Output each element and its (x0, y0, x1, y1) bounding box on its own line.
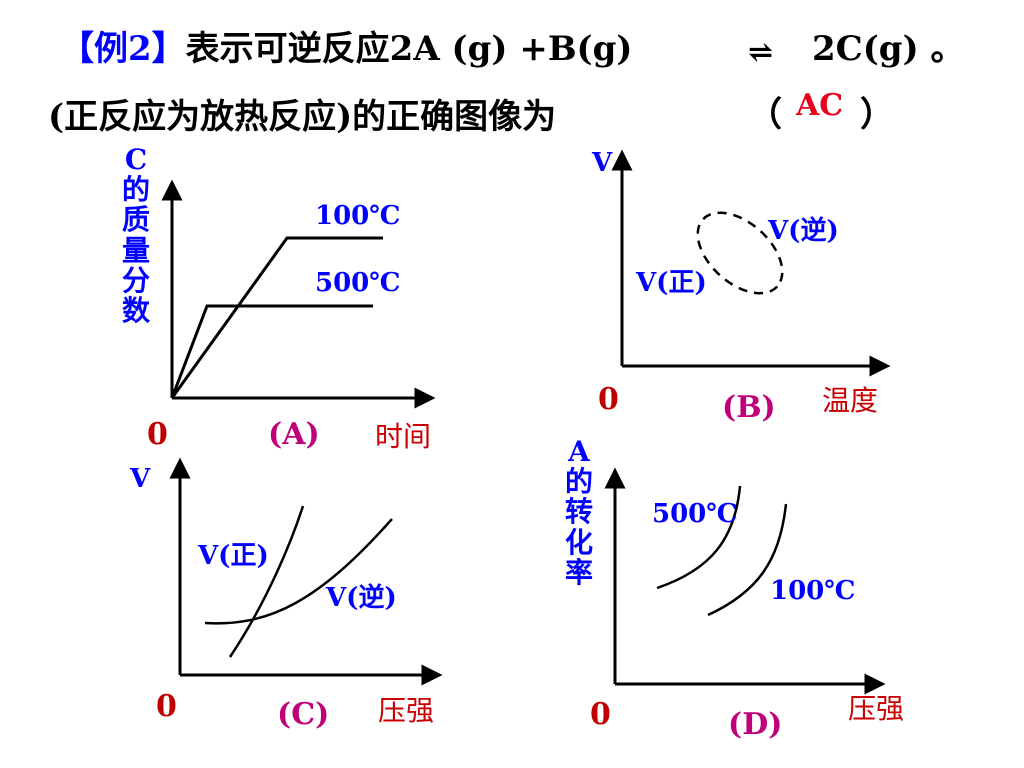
graph-b-dashed-ellipse (696, 211, 784, 295)
graph-c-series-v-reverse: V(逆) (326, 583, 397, 613)
graph-d-y-axis-label: A的转化率 (564, 435, 593, 589)
graph-c-y-axis-label: V (130, 464, 151, 494)
graph-d-x-axis-label: 压强 (848, 692, 905, 725)
graph-a-curve-100c (170, 236, 383, 399)
question-line-2: (正反应为放热反应)的正确图像为 (48, 97, 557, 137)
graph-a-panel-label: (A) (268, 417, 320, 452)
graph-c-origin: 0 (156, 689, 177, 724)
graph-c-curve-v-forward (228, 505, 305, 658)
graph-d-origin: 0 (590, 697, 611, 732)
graph-b-series-v-reverse: V(逆) (768, 216, 839, 246)
graph-b-x-axis-label: 温度 (822, 384, 879, 417)
graph-d-series-100c: 100℃ (770, 576, 856, 606)
question-line-1: 【例2】表示可逆反应2A (g) +B(g) (60, 32, 633, 66)
graph-b-panel-label: (B) (722, 390, 776, 425)
graph-d-panel-label: (D) (728, 707, 783, 742)
graph-b-series-v-forward: V(正) (636, 268, 707, 298)
graph-d (604, 467, 886, 695)
graph-a-y-axis-label: C的质量分数 (121, 143, 150, 328)
graph-c (169, 457, 443, 686)
paren-open: （ (748, 95, 782, 135)
answer-text: AC (796, 88, 844, 123)
graph-a-series-100c: 100℃ (315, 201, 401, 231)
reaction-text: 表示可逆反应2A (g) +B(g) (185, 29, 633, 69)
paren-close: ） (860, 95, 894, 135)
graph-c-curve-v-reverse (204, 518, 393, 625)
graph-d-series-500c: 500℃ (652, 499, 738, 529)
graph-a-series-500c: 500℃ (315, 268, 401, 298)
graph-a (161, 179, 436, 409)
graph-c-x-axis-label: 压强 (378, 694, 435, 727)
graph-a-origin: 0 (147, 417, 168, 452)
equilibrium-arrow-icon: ⇌ (748, 35, 774, 70)
graph-c-series-v-forward: V(正) (198, 541, 269, 571)
graph-d-curve-100c (707, 503, 788, 617)
graph-b (611, 149, 891, 377)
reaction-product-text: 2C(g) 。 (812, 29, 965, 69)
example-tag: 【例2】 (60, 29, 186, 69)
graph-d-curve-500c (656, 485, 742, 590)
graph-c-panel-label: (C) (277, 697, 330, 732)
graph-b-origin: 0 (598, 382, 619, 417)
graph-a-curve-500c (170, 304, 373, 399)
graph-b-y-axis-label: V (592, 148, 613, 178)
graph-a-x-axis-label: 时间 (375, 420, 432, 453)
